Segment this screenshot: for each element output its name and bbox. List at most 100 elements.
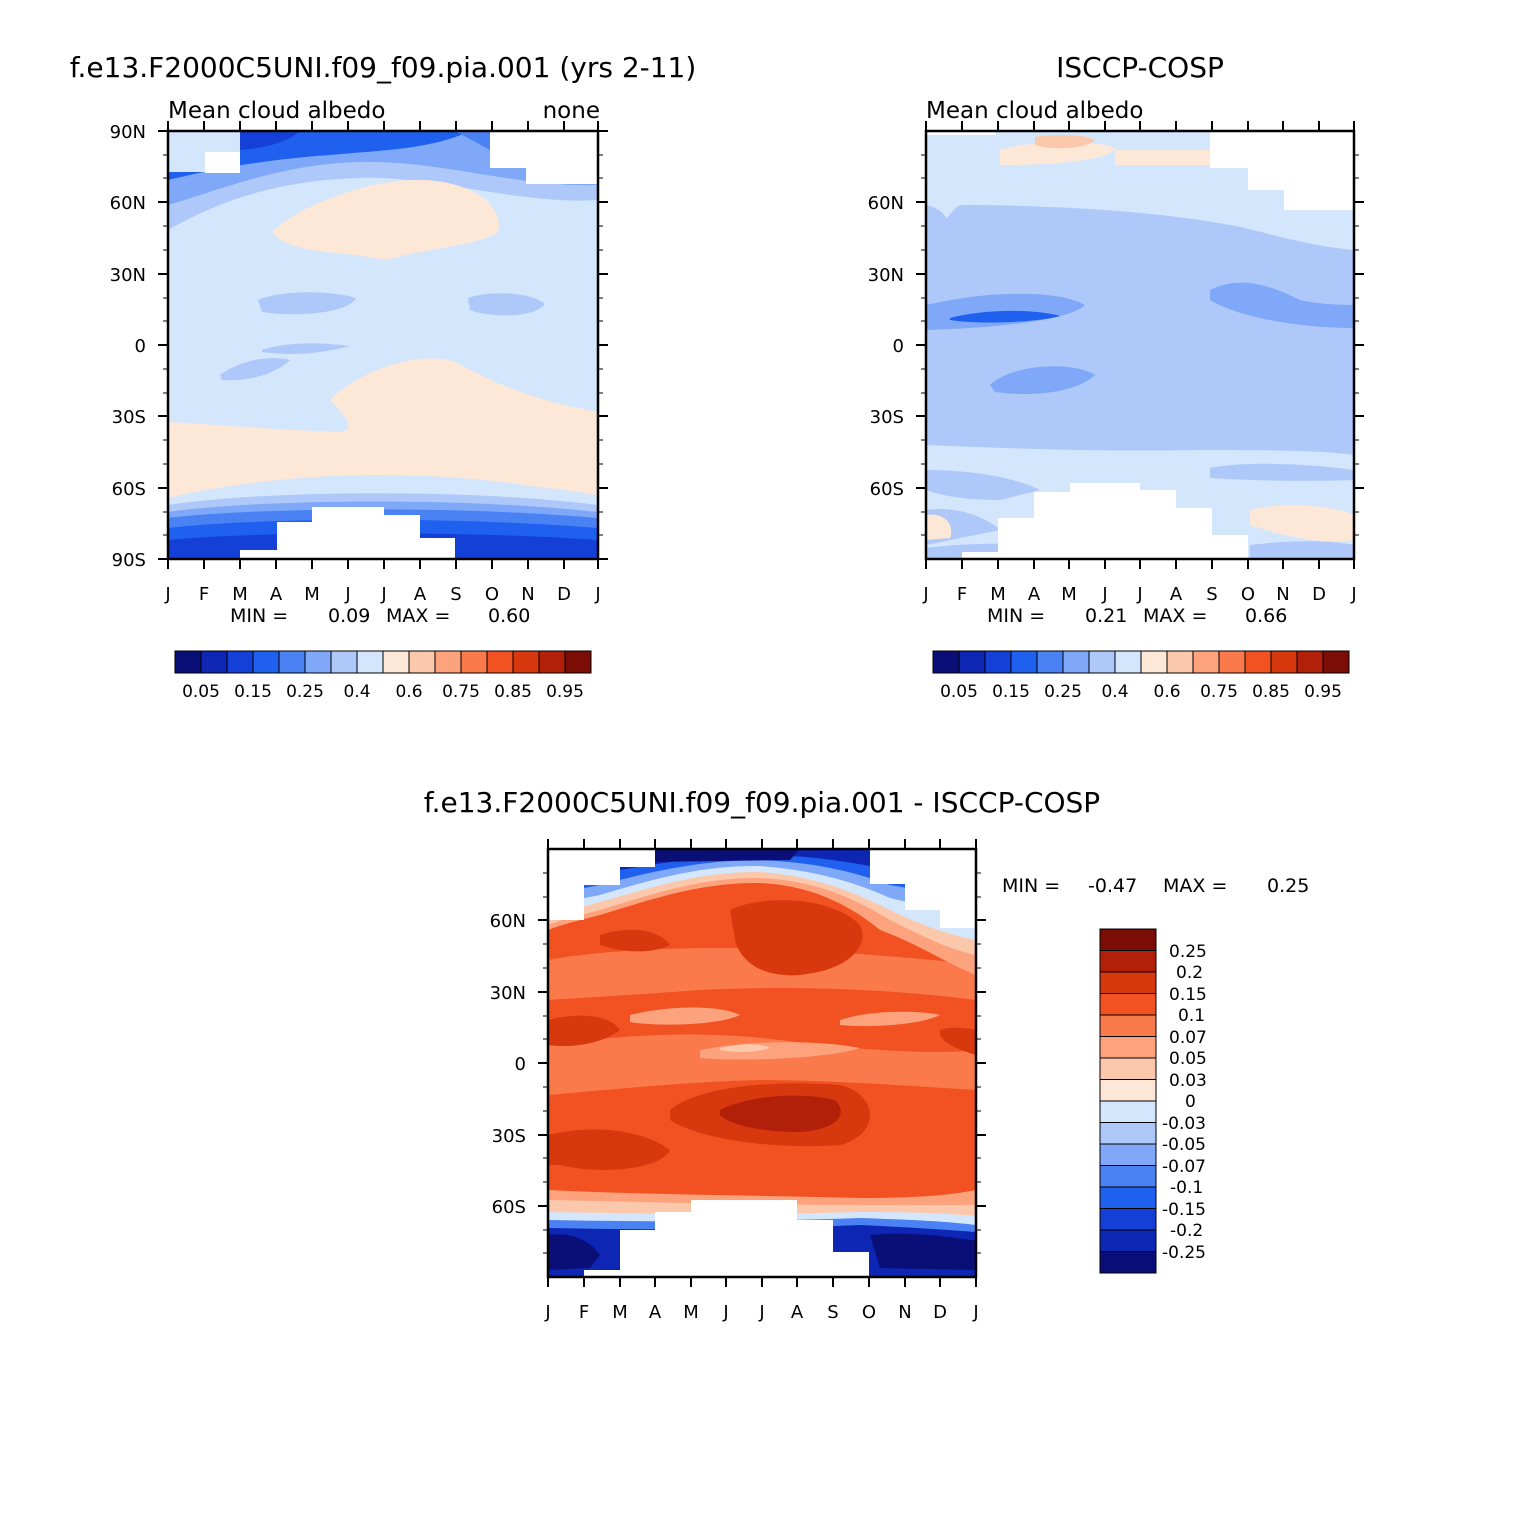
colorbar-label: 0	[1185, 1092, 1196, 1112]
colorbar-swatch	[1244, 650, 1272, 674]
colorbar-swatch	[512, 650, 540, 674]
colorbar-swatch	[1036, 650, 1064, 674]
colorbar-swatch	[984, 650, 1012, 674]
colorbar-label: 0.25	[286, 682, 324, 702]
panel-model-title: f.e13.F2000C5UNI.f09_f09.pia.001 (yrs 2-…	[70, 51, 697, 84]
panel-diff: f.e13.F2000C5UNI.f09_f09.pia.001 - ISCCP…	[424, 786, 1310, 1323]
colorbar-swatch	[1099, 1014, 1157, 1037]
max-label: MAX =	[386, 605, 450, 627]
colorbar-swatch	[1099, 1186, 1157, 1209]
x-tick-label: J	[972, 1302, 978, 1323]
x-tick-label: A	[649, 1302, 662, 1323]
colorbar-label: 0.95	[1304, 682, 1342, 702]
x-tick-label: O	[485, 584, 499, 605]
x-tick-label: J	[758, 1302, 764, 1323]
panel-obs-colorbar-labels: 0.05 0.15 0.25 0.4 0.6 0.75 0.85 0.95	[940, 682, 1342, 702]
colorbar-label: 0.4	[1101, 682, 1128, 702]
colorbar-label: 0.05	[940, 682, 978, 702]
x-tick-label: F	[199, 584, 209, 605]
y-tick-label: 30S	[112, 407, 146, 428]
colorbar-swatch	[1114, 650, 1142, 674]
colorbar-swatch	[1099, 1208, 1157, 1231]
colorbar-swatch	[226, 650, 254, 674]
x-tick-label: D	[557, 584, 571, 605]
colorbar-label: 0.6	[395, 682, 422, 702]
max-value: 0.66	[1245, 605, 1287, 627]
y-tick-label: 60S	[870, 479, 904, 500]
y-tick-label: 30S	[492, 1126, 526, 1147]
panel-model-units: none	[543, 98, 600, 124]
colorbar-label: 0.05	[1169, 1049, 1207, 1069]
panel-obs: ISCCP-COSP Mean cloud albedo	[868, 51, 1364, 702]
colorbar-label: 0.05	[182, 682, 220, 702]
x-tick-label: A	[1170, 584, 1183, 605]
panel-obs-minmax: MIN = 0.21 MAX = 0.66	[987, 605, 1287, 627]
y-tick-label: 60N	[110, 193, 146, 214]
x-tick-label: A	[414, 584, 427, 605]
y-tick-label: 90N	[110, 122, 146, 143]
colorbar-label: 0.75	[1200, 682, 1238, 702]
panel-diff-title: f.e13.F2000C5UNI.f09_f09.pia.001 - ISCCP…	[424, 786, 1100, 819]
y-tick-label: 60S	[492, 1197, 526, 1218]
x-tick-label: S	[827, 1302, 838, 1323]
colorbar-swatch	[1099, 1100, 1157, 1123]
min-label: MIN =	[987, 605, 1045, 627]
y-tick-label: 60S	[112, 479, 146, 500]
x-tick-label: J	[722, 1302, 728, 1323]
y-tick-label: 30S	[870, 407, 904, 428]
min-label: MIN =	[230, 605, 288, 627]
x-tick-label: M	[990, 584, 1006, 605]
panel-model: f.e13.F2000C5UNI.f09_f09.pia.001 (yrs 2-…	[70, 51, 697, 702]
x-tick-label: J	[922, 584, 928, 605]
y-tick-label: 60N	[490, 911, 526, 932]
colorbar-swatch	[1099, 1143, 1157, 1166]
x-tick-label: A	[1028, 584, 1041, 605]
colorbar-label: -0.07	[1162, 1157, 1206, 1177]
y-tick-label: 60N	[868, 193, 904, 214]
colorbar-swatch	[1192, 650, 1220, 674]
colorbar-swatch	[932, 650, 960, 674]
colorbar-label: 0.25	[1169, 942, 1207, 962]
x-tick-label: S	[450, 584, 461, 605]
colorbar-swatch	[1010, 650, 1038, 674]
y-tick-label: 90S	[112, 550, 146, 571]
x-tick-label: O	[1241, 584, 1255, 605]
colorbar-swatch	[1099, 1079, 1157, 1102]
colorbar-label: -0.03	[1162, 1114, 1206, 1134]
min-label: MIN =	[1002, 875, 1060, 897]
panel-model-colorbar	[174, 650, 592, 674]
x-tick-label: J	[1136, 584, 1142, 605]
colorbar-swatch	[434, 650, 462, 674]
panel-model-axes: 90N 60N 30N 0 30S 60S 90S J F M A M J J …	[110, 121, 608, 605]
panel-model-minmax: MIN = 0.09 MAX = 0.60	[230, 605, 530, 627]
x-tick-label: F	[957, 584, 967, 605]
colorbar-swatch	[1099, 993, 1157, 1016]
x-tick-label: M	[1061, 584, 1077, 605]
colorbar-swatch	[1322, 650, 1350, 674]
min-value: -0.47	[1088, 875, 1137, 897]
colorbar-swatch	[304, 650, 332, 674]
colorbar-swatch	[1099, 971, 1157, 994]
colorbar-swatch	[1099, 1122, 1157, 1145]
x-tick-label: M	[612, 1302, 628, 1323]
x-tick-label: J	[344, 584, 350, 605]
x-tick-label: M	[683, 1302, 699, 1323]
panel-obs-axes: 60N 30N 0 30S 60S J F M A M J J A S O N …	[868, 121, 1364, 605]
colorbar-swatch	[1099, 1229, 1157, 1252]
colorbar-swatch	[1088, 650, 1116, 674]
x-tick-label: O	[862, 1302, 876, 1323]
colorbar-label: 0.07	[1169, 1028, 1207, 1048]
x-tick-label: M	[232, 584, 248, 605]
colorbar-swatch	[538, 650, 566, 674]
colorbar-swatch	[1218, 650, 1246, 674]
colorbar-swatch	[1270, 650, 1298, 674]
panel-diff-colorbar	[1099, 928, 1157, 1274]
max-value: 0.60	[488, 605, 530, 627]
x-tick-label: F	[579, 1302, 589, 1323]
panel-obs-colorbar	[932, 650, 1350, 674]
colorbar-swatch	[356, 650, 384, 674]
x-tick-label: N	[898, 1302, 911, 1323]
x-tick-label: J	[1101, 584, 1107, 605]
max-label: MAX =	[1163, 875, 1227, 897]
y-tick-label: 0	[893, 336, 904, 357]
